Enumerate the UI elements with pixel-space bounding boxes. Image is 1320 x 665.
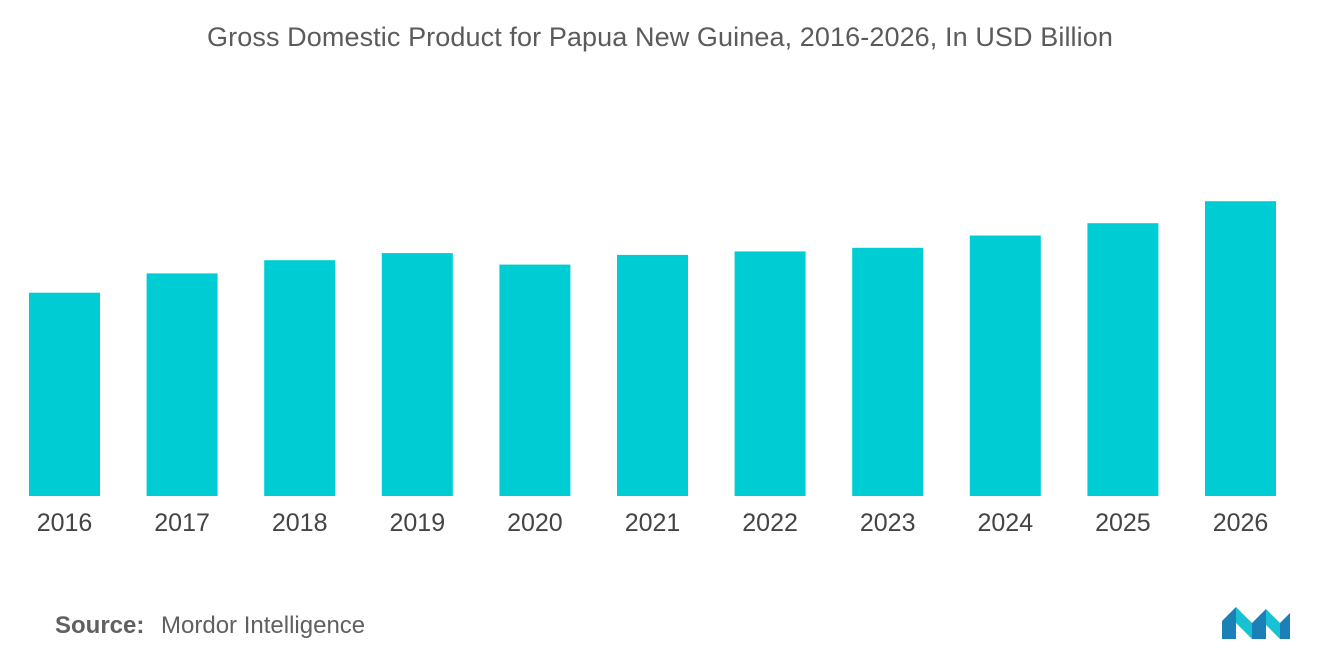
bar-2021 [617,254,688,496]
bar-2019 [381,253,453,496]
source-note: Source: Mordor Intelligence [55,612,365,640]
x-tick-label-2018: 2018 [272,509,328,537]
x-tick-label-2024: 2024 [977,509,1033,537]
mordor-intelligence-logo-icon [1222,607,1290,639]
x-tick-label-2021: 2021 [625,509,681,537]
x-tick-label-2019: 2019 [389,509,445,537]
bar-2025 [1087,223,1159,496]
bar-2016 [29,292,100,496]
x-tick-label-2016: 2016 [37,509,93,537]
bar-2022 [734,251,806,496]
bar-2020 [499,264,571,496]
bar-2024 [969,235,1041,496]
x-tick-label-2026: 2026 [1213,509,1269,537]
bar-2017 [146,273,218,496]
bar-2026 [1205,201,1276,496]
x-tick-label-2025: 2025 [1095,509,1151,537]
source-label: Source: [55,612,145,639]
bar-2023 [852,247,924,496]
chart-title: Gross Domestic Product for Papua New Gui… [207,22,1113,52]
bar-2018 [264,260,336,496]
x-tick-label-2020: 2020 [507,509,563,537]
x-tick-label-2017: 2017 [154,509,210,537]
source-text: Mordor Intelligence [161,612,366,639]
x-tick-label-2022: 2022 [742,509,798,537]
x-tick-label-2023: 2023 [860,509,916,537]
